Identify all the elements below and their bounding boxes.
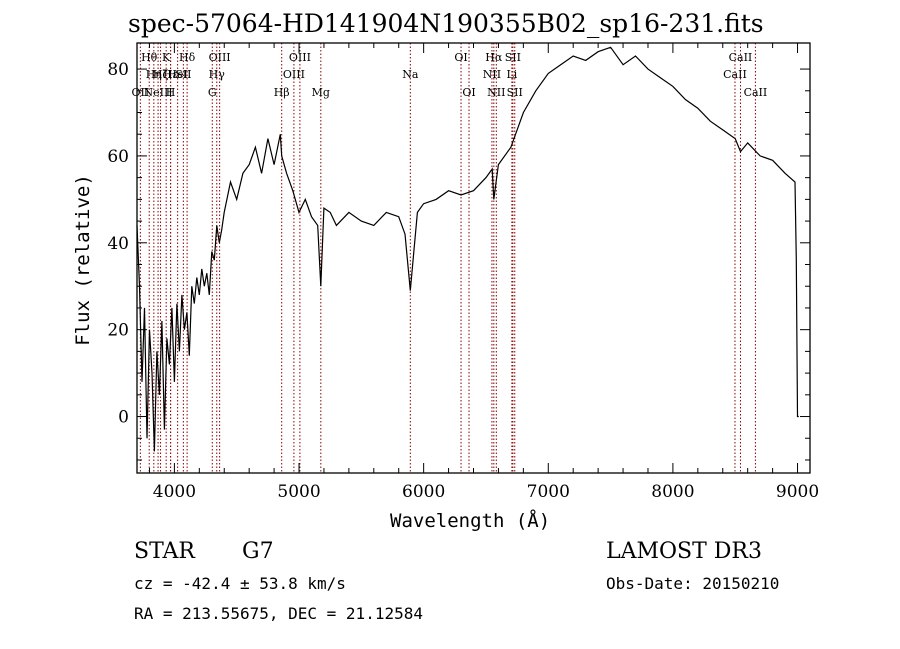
spectral-line-label: Hγ <box>209 68 226 81</box>
spectral-line-label: Hα <box>485 51 503 64</box>
spectral-line-label: CaII <box>744 86 768 99</box>
x-tick-label: 5000 <box>277 482 320 502</box>
y-tick-label: 20 <box>107 321 129 341</box>
spectral-line-label: HeI <box>167 68 187 81</box>
y-axis-label: Flux (relative) <box>72 174 94 346</box>
spectral-line-label: Hη <box>146 68 162 81</box>
spectral-line-label: G <box>208 86 217 99</box>
axis-tick-labels: 4000 5000 6000 7000 8000 9000 0 20 40 60 80 <box>107 60 819 502</box>
object-subclass: G7 <box>242 539 274 564</box>
chart-title: spec-57064-HD141904N190355B02_sp16-231.f… <box>128 9 764 38</box>
spectral-line-label: SII <box>507 86 523 99</box>
survey-name: LAMOST DR3 <box>606 539 762 564</box>
spectral-line-label: SII <box>175 68 191 81</box>
spectral-line-label: OI <box>454 51 467 64</box>
spectral-line-label: OIII <box>283 68 305 81</box>
object-class: STAR <box>134 539 195 564</box>
y-tick-label: 0 <box>118 408 129 428</box>
x-tick-label: 7000 <box>527 482 570 502</box>
axis-ticks <box>137 43 810 473</box>
spectral-line-label: OIII <box>209 51 231 64</box>
spectral-line-label: SII <box>505 51 521 64</box>
redshift-text: cz = -42.4 ± 53.8 km/s <box>134 574 346 593</box>
spectrum-series-line <box>136 46 799 452</box>
spectral-line-label: NeIII <box>143 86 172 99</box>
spectral-line-label: Hθ <box>141 51 158 64</box>
spectral-line-label: Li <box>506 68 517 81</box>
spectral-line-labels: OIIHθHηNeIIIHζKHHεHeISIIHδGHγOIIIHβOIIIO… <box>132 51 768 99</box>
spectral-line-label: NII <box>487 86 505 99</box>
spectral-line-markers <box>139 43 756 473</box>
spectral-line-label: Hζ <box>153 68 169 81</box>
y-tick-label: 60 <box>107 147 129 167</box>
spectral-line-label: CaII <box>723 68 747 81</box>
x-tick-label: 9000 <box>776 482 819 502</box>
x-axis-label: Wavelength (Å) <box>390 510 551 532</box>
spectral-line-label: Na <box>402 68 419 81</box>
y-tick-label: 40 <box>107 234 129 254</box>
obs-date-text: Obs-Date: 20150210 <box>606 574 780 593</box>
spectral-line-label: Hδ <box>179 51 196 64</box>
plot-frame <box>136 42 811 474</box>
x-tick-label: 4000 <box>153 482 196 502</box>
spectral-line-label: Hε <box>163 68 179 81</box>
spectral-line-label: OI <box>462 86 475 99</box>
spectral-line-label: CaII <box>729 51 753 64</box>
x-tick-label: 8000 <box>651 482 694 502</box>
spectral-line-label: Hβ <box>274 86 290 99</box>
spectral-line-label: NII <box>483 68 501 81</box>
coordinates-text: RA = 213.55675, DEC = 21.12584 <box>134 604 423 623</box>
spectral-line-label: Mg <box>312 86 330 99</box>
x-tick-label: 6000 <box>402 482 445 502</box>
spectral-line-label: OIII <box>289 51 311 64</box>
spectral-line-label: H <box>166 86 176 99</box>
spectral-line-label: OII <box>132 86 150 99</box>
spectral-line-label: K <box>162 51 171 64</box>
y-tick-label: 80 <box>107 60 129 80</box>
